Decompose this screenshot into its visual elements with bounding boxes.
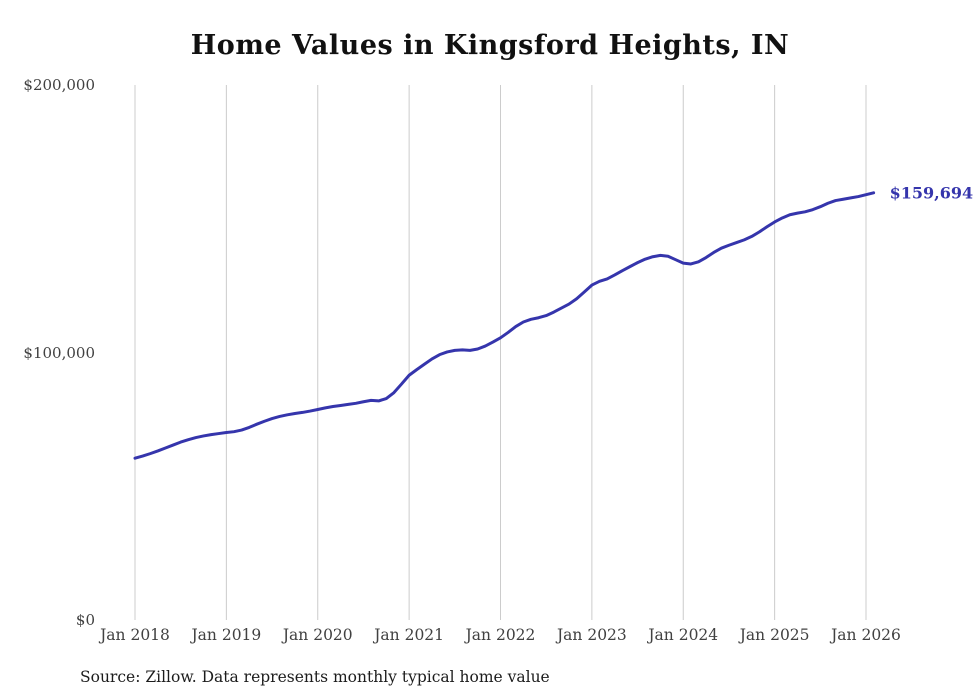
x-tick-label: Jan 2023 <box>556 626 627 644</box>
x-tick-label: Jan 2020 <box>282 626 353 644</box>
y-tick-label: $0 <box>75 611 95 629</box>
x-tick-label: Jan 2024 <box>648 626 719 644</box>
x-tick-label: Jan 2018 <box>100 626 170 644</box>
x-tick-label: Jan 2019 <box>191 626 262 644</box>
y-tick-label: $100,000 <box>23 343 95 362</box>
chart-title: Home Values in Kingsford Heights, IN <box>190 30 790 61</box>
x-tick-label: Jan 2022 <box>465 626 536 644</box>
y-tick-label: $200,000 <box>23 76 95 94</box>
home-value-line <box>133 191 876 460</box>
x-tick-label: Jan 2025 <box>739 626 810 644</box>
series-end-value-label: $159,694 <box>889 183 974 203</box>
x-tick-label: Jan 2026 <box>831 626 901 644</box>
source-note: Source: Zillow. Data represents monthly … <box>80 668 550 686</box>
x-tick-label: Jan 2021 <box>374 626 445 644</box>
